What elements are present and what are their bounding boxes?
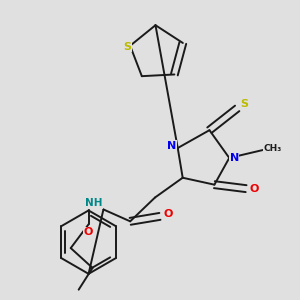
- Text: O: O: [163, 209, 172, 219]
- Text: S: S: [240, 99, 248, 110]
- Text: NH: NH: [85, 199, 102, 208]
- Text: O: O: [84, 227, 93, 237]
- Text: N: N: [167, 141, 176, 151]
- Text: S: S: [123, 42, 131, 52]
- Text: CH₃: CH₃: [264, 143, 282, 152]
- Text: N: N: [230, 153, 239, 163]
- Text: O: O: [249, 184, 259, 194]
